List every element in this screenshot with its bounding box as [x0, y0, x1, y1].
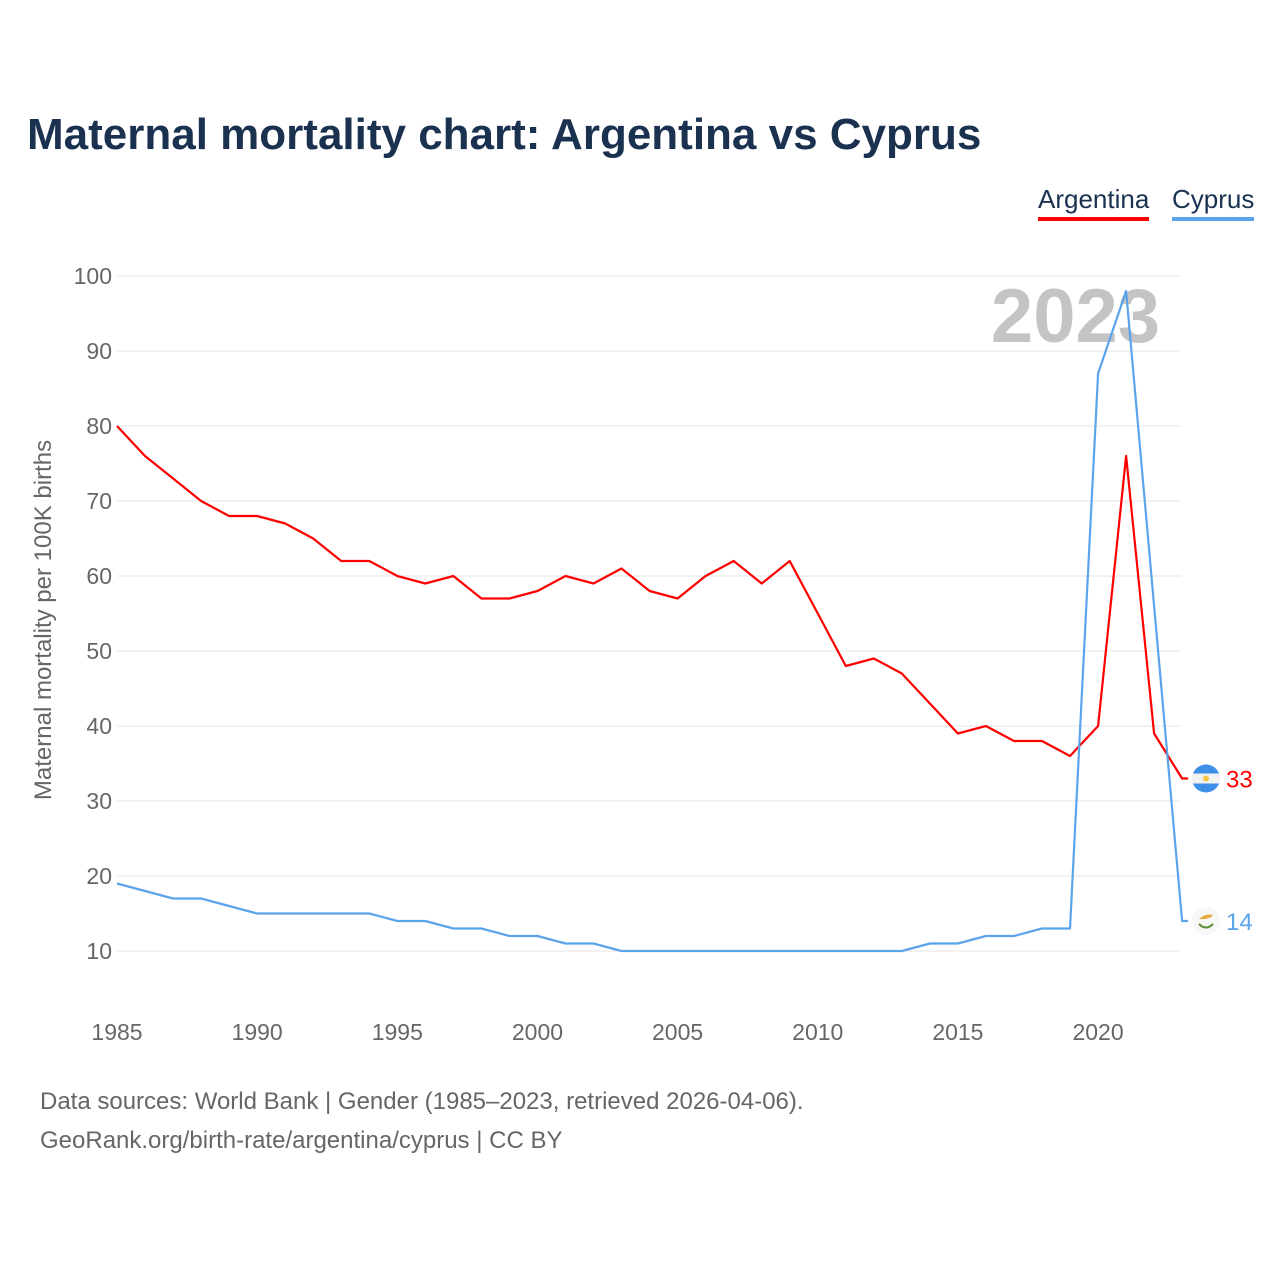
x-tick-label: 1990: [232, 1019, 283, 1045]
y-tick-label: 30: [86, 788, 112, 814]
x-tick-label: 2010: [792, 1019, 843, 1045]
y-tick-label: 10: [86, 938, 112, 964]
cyprus-flag-icon: [1192, 907, 1220, 935]
flag-branches: [1198, 923, 1214, 929]
y-tick-label: 40: [86, 713, 112, 739]
y-axis-label: Maternal mortality per 100K births: [30, 440, 57, 800]
y-tick-label: 50: [86, 638, 112, 664]
cyprus-end-label: 14: [1226, 909, 1253, 936]
chart-title: Maternal mortality chart: Argentina vs C…: [27, 110, 982, 159]
y-tick-label: 60: [86, 563, 112, 589]
argentina-end-label: 33: [1226, 767, 1253, 794]
cyprus-line: [116, 289, 1189, 953]
y-tick-label: 80: [86, 413, 112, 439]
argentina-line: [116, 425, 1189, 780]
x-tick-label: 2000: [512, 1019, 563, 1045]
footer-sources: Data sources: World Bank | Gender (1985–…: [40, 1088, 804, 1115]
legend-cyprus[interactable]: Cyprus: [1172, 184, 1255, 221]
x-tick-label: 2020: [1072, 1019, 1123, 1045]
y-tick-label: 20: [86, 863, 112, 889]
flag-sun: [1203, 775, 1209, 782]
x-tick-label: 2015: [932, 1019, 983, 1045]
x-tick-label: 1995: [372, 1019, 423, 1045]
y-tick-label: 100: [74, 263, 112, 289]
argentina-flag-icon: [1192, 764, 1220, 793]
flag-island: [1199, 914, 1213, 920]
y-tick-label: 70: [86, 488, 112, 514]
legend-argentina[interactable]: Argentina: [1038, 184, 1150, 221]
year-watermark: 2023: [991, 274, 1160, 359]
x-tick-label: 2005: [652, 1019, 703, 1045]
flag-bg: [1192, 907, 1220, 935]
x-tick-label: 1985: [91, 1019, 142, 1045]
y-tick-label: 90: [86, 338, 112, 364]
footer-link[interactable]: GeoRank.org/birth-rate/argentina/cyprus …: [40, 1127, 563, 1154]
